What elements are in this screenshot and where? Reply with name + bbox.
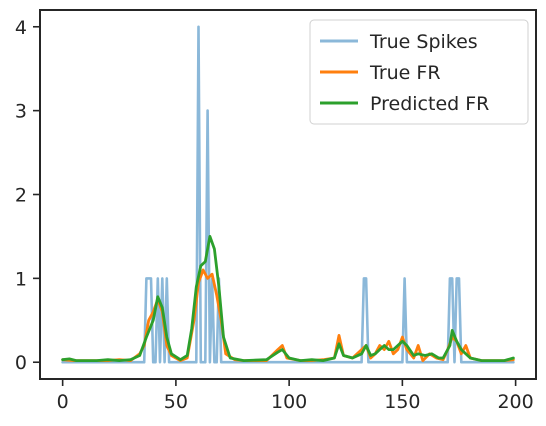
series-line-predicted-fr <box>61 235 515 362</box>
x-tick-label: 150 <box>384 391 420 413</box>
y-tick-label: 1 <box>15 268 27 290</box>
series-layer <box>61 25 515 364</box>
y-tick-label: 0 <box>15 352 27 374</box>
x-tick-label: 100 <box>271 391 307 413</box>
x-tick-label: 200 <box>497 391 533 413</box>
legend-label: Predicted FR <box>370 93 489 115</box>
legend-box <box>309 19 529 125</box>
y-tick-label: 3 <box>15 101 27 123</box>
x-tick-label: 0 <box>57 391 69 413</box>
x-tick-label: 50 <box>164 391 188 413</box>
legend: True Spikes True FR Predicted FR <box>309 19 529 125</box>
y-tick-label: 4 <box>15 17 27 39</box>
x-axis: 0 50 100 150 200 <box>57 379 534 413</box>
series-line-true-fr <box>61 268 515 362</box>
legend-label: True FR <box>369 62 441 84</box>
y-tick-label: 2 <box>15 185 27 207</box>
y-axis: 0 1 2 3 4 <box>15 17 40 374</box>
legend-label: True Spikes <box>369 31 478 53</box>
